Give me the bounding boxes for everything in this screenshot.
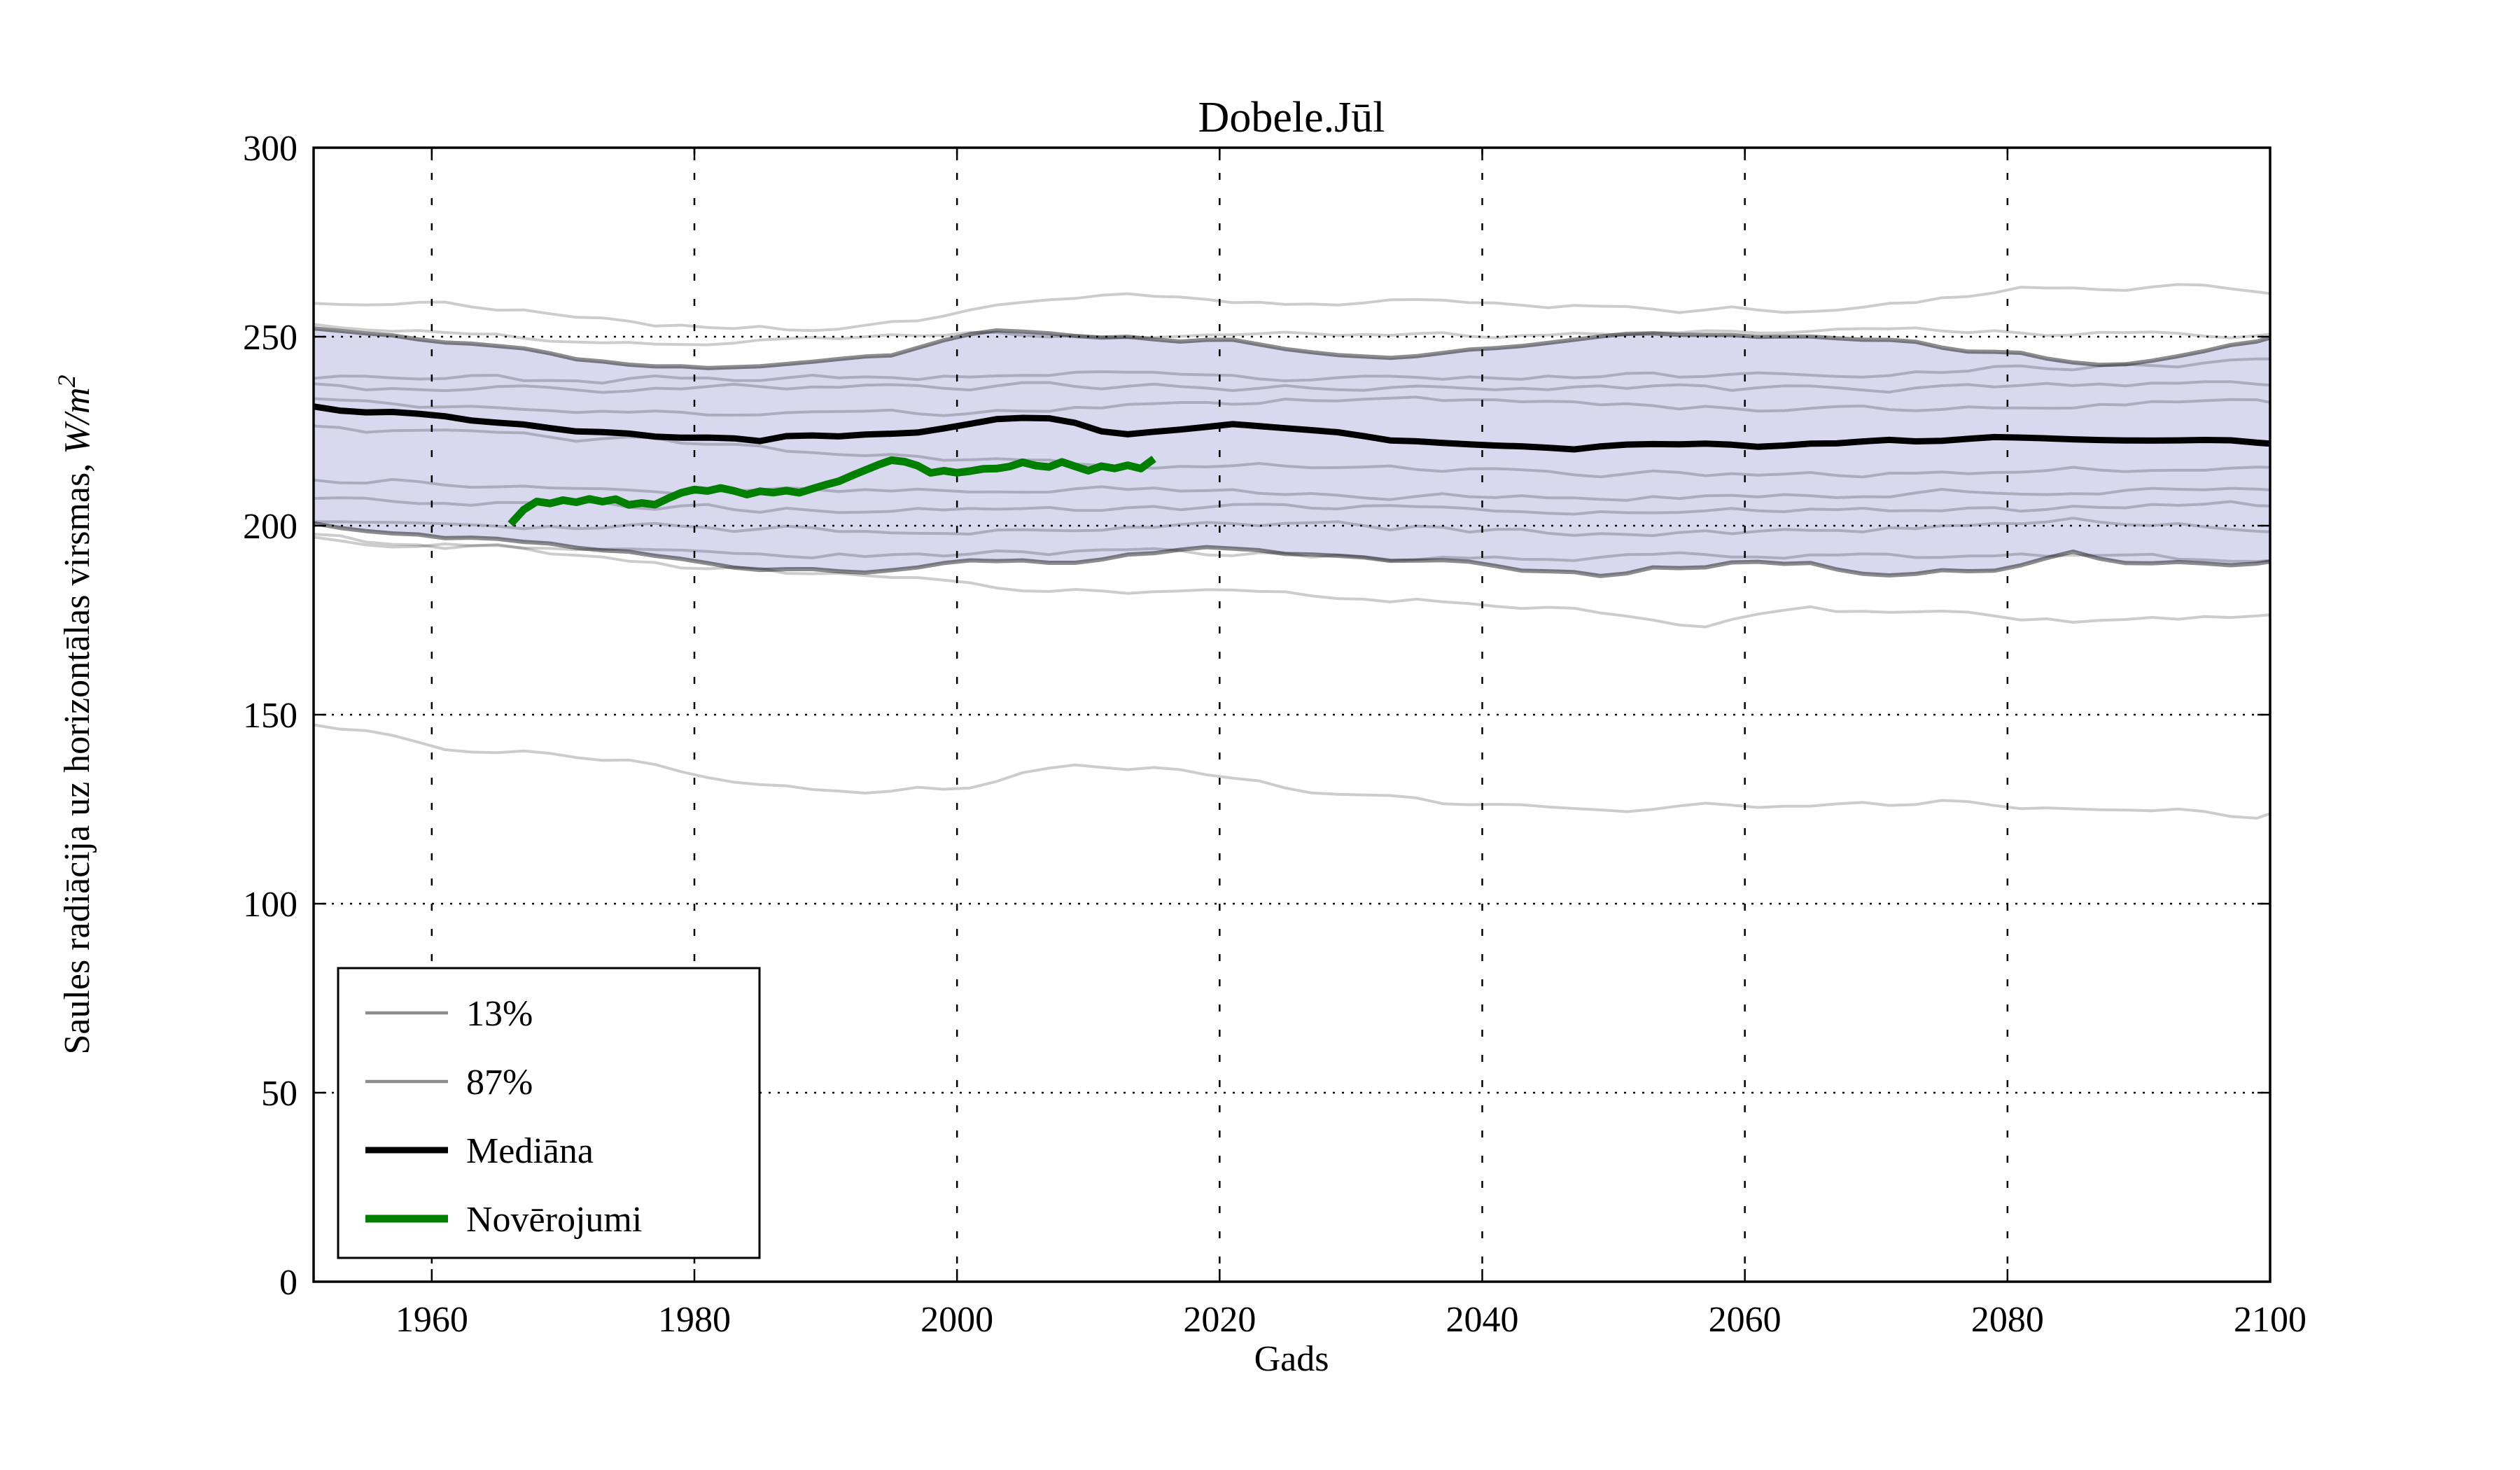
percentile-87-line	[313, 326, 2271, 370]
ensemble-line	[313, 357, 2271, 385]
ensemble-line	[313, 477, 2271, 502]
series-layer	[313, 283, 2271, 820]
median-line	[313, 403, 2271, 453]
x-tick-label: 2080	[1971, 1300, 2044, 1340]
ensemble-line	[313, 533, 2271, 629]
ensemble-line	[313, 396, 2271, 417]
ensemble-line	[313, 283, 2271, 332]
y-tick-label: 250	[243, 318, 298, 358]
ensemble-line	[313, 517, 2271, 538]
chart-title: Dobele.Jūl	[1198, 94, 1385, 141]
x-tick-label: 2040	[1446, 1300, 1518, 1340]
x-tick-label: 2020	[1183, 1300, 1256, 1340]
legend: 13% 87% Mediāna Novērojumi	[337, 967, 761, 1259]
x-axis-label: Gads	[1254, 1339, 1329, 1379]
ensemble-line	[313, 496, 2271, 516]
gridline-layer	[314, 148, 2270, 1282]
x-tick-label: 2100	[2234, 1300, 2306, 1340]
x-tick-label: 1960	[396, 1300, 468, 1340]
ensemble-line	[313, 536, 2271, 563]
y-tick-label: 100	[243, 885, 298, 925]
y-tick-label: 200	[243, 507, 298, 547]
legend-item-label: 87%	[466, 1063, 533, 1102]
tick-layer: 1960 1980 2000 2020 2040 2060 2080 2100 0 50 100 15…	[243, 129, 2306, 1340]
y-tick-label: 50	[261, 1074, 298, 1114]
legend-item-label: 13%	[466, 994, 533, 1034]
y-tick-label: 0	[279, 1263, 298, 1303]
x-tick-label: 2000	[920, 1300, 993, 1340]
observations-line	[507, 455, 1156, 527]
y-axis-label: Saules radiācija uz horizontālas virsmas…	[52, 374, 97, 1054]
ensemble-line	[313, 380, 2271, 394]
legend-item-label: Novērojumi	[466, 1200, 642, 1240]
y-tick-label: 300	[243, 129, 298, 169]
legend-box	[337, 967, 761, 1259]
y-axis-label-text: Saules radiācija uz horizontālas virsmas…	[52, 374, 97, 1054]
percentile-band-layer	[314, 328, 2270, 576]
y-tick-label: 150	[243, 696, 298, 736]
percentile-band	[314, 328, 2270, 576]
x-tick-label: 1980	[658, 1300, 731, 1340]
x-tick-label: 2060	[1709, 1300, 1782, 1340]
percentile-13-line	[313, 521, 2271, 578]
legend-item-label: Mediāna	[466, 1131, 594, 1171]
ensemble-line	[313, 323, 2271, 346]
ensemble-line	[313, 723, 2271, 820]
